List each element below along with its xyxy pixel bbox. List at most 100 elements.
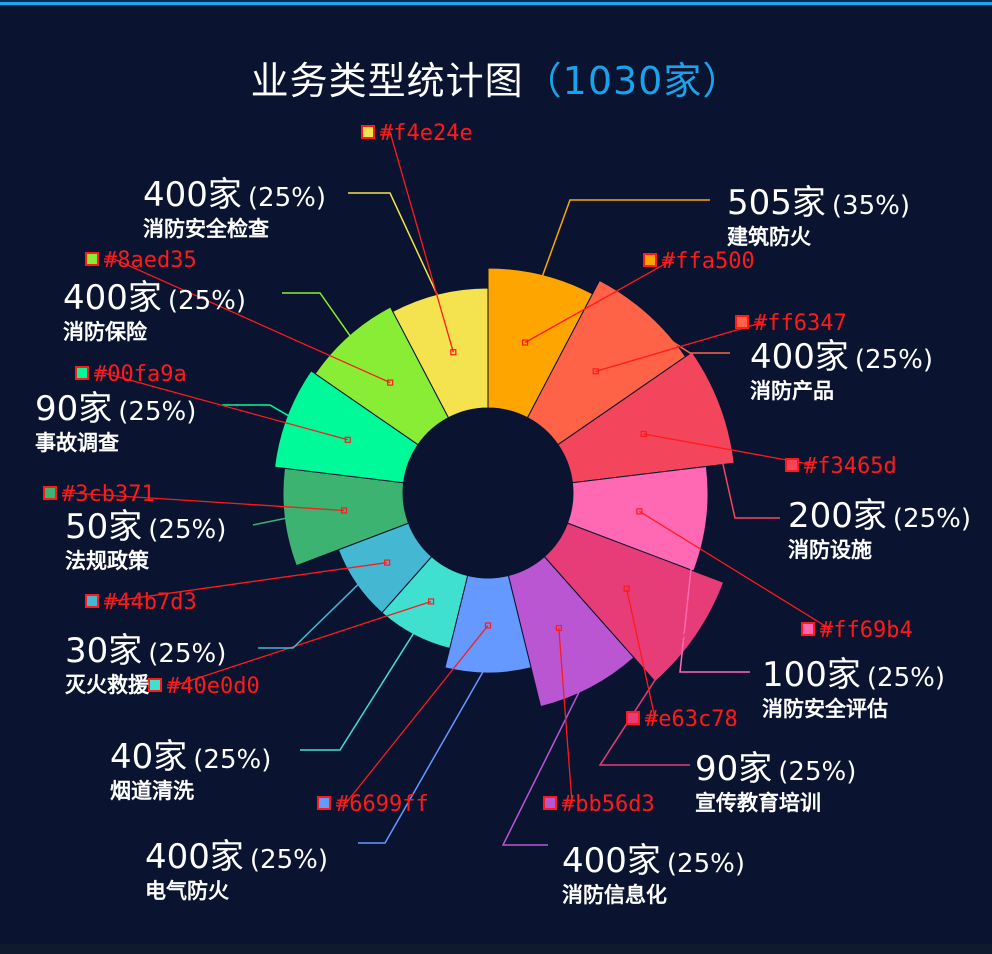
slice-percent-9: (25%) bbox=[148, 639, 226, 669]
annotation-dot-1 bbox=[521, 339, 529, 346]
slice-count-6: 400家 bbox=[562, 841, 661, 881]
leader-line-12 bbox=[282, 292, 356, 344]
annotation-line-2 bbox=[595, 321, 765, 372]
slice-percent-12: (25%) bbox=[168, 286, 246, 316]
leader-line-2 bbox=[640, 320, 730, 354]
annotation-line-9 bbox=[104, 561, 388, 602]
annotation-dot-4 bbox=[636, 508, 643, 515]
annotation-line-6 bbox=[558, 627, 573, 804]
color-swatch-12 bbox=[85, 252, 99, 266]
color-swatch-10 bbox=[43, 486, 57, 500]
slice-percent-13: (25%) bbox=[248, 183, 326, 213]
color-tag-11: #00fa9a bbox=[94, 362, 187, 387]
annotation-line-4 bbox=[639, 510, 833, 630]
slice-name-13: 消防安全检查 bbox=[143, 217, 269, 241]
annotation-dot-6 bbox=[555, 624, 562, 632]
color-swatch-2 bbox=[735, 315, 749, 329]
slice-value-label-3: 200家 (25%) bbox=[788, 496, 971, 536]
slice-value-label-9: 30家 (25%) bbox=[65, 631, 226, 671]
slice-name-3: 消防设施 bbox=[788, 538, 872, 562]
slice-percent-11: (25%) bbox=[118, 397, 196, 427]
color-swatch-9 bbox=[85, 594, 99, 608]
slice-value-label-11: 90家 (25%) bbox=[35, 389, 196, 429]
annotation-dot-9 bbox=[384, 559, 391, 566]
slice-value-label-4: 100家 (25%) bbox=[762, 655, 945, 695]
slice-percent-3: (25%) bbox=[893, 504, 971, 534]
color-tag-8: #40e0d0 bbox=[167, 674, 260, 699]
slice-name-2: 消防产品 bbox=[750, 379, 834, 403]
color-tag-12: #8aed35 bbox=[104, 248, 197, 273]
slice-value-label-2: 400家 (25%) bbox=[750, 337, 933, 377]
leader-line-10 bbox=[252, 515, 295, 526]
slice-count-1: 505家 bbox=[727, 183, 826, 223]
chart-title-total: （1030家） bbox=[523, 59, 742, 103]
slice-percent-4: (25%) bbox=[867, 663, 945, 693]
bottom-border bbox=[0, 944, 992, 954]
slice-count-11: 90家 bbox=[35, 389, 112, 429]
color-swatch-6 bbox=[543, 796, 557, 810]
annotation-dot-8 bbox=[427, 598, 435, 605]
color-swatch-8 bbox=[148, 678, 162, 692]
color-tag-2: #ff6347 bbox=[754, 311, 847, 336]
slice-percent-1: (35%) bbox=[832, 191, 910, 221]
color-swatch-7 bbox=[317, 796, 331, 810]
leader-line-1 bbox=[538, 199, 710, 285]
annotation-dot-3 bbox=[640, 430, 647, 438]
annotation-dot-10 bbox=[340, 507, 348, 514]
leader-line-6 bbox=[501, 678, 587, 846]
slice-value-label-8: 40家 (25%) bbox=[110, 737, 271, 777]
slice-count-5: 90家 bbox=[695, 749, 772, 789]
slice-count-4: 100家 bbox=[762, 655, 861, 695]
leader-line-13 bbox=[348, 192, 443, 304]
annotation-line-11 bbox=[94, 372, 348, 441]
slice-name-12: 消防保险 bbox=[63, 320, 148, 344]
slice-value-label-10: 50家 (25%) bbox=[65, 507, 226, 547]
leader-line-3 bbox=[709, 408, 780, 519]
slice-name-10: 法规政策 bbox=[65, 549, 150, 573]
annotation-dot-13 bbox=[450, 349, 457, 356]
annotation-line-8 bbox=[167, 600, 432, 686]
slice-count-8: 40家 bbox=[110, 737, 187, 777]
slice-count-12: 400家 bbox=[63, 278, 162, 318]
slice-count-2: 400家 bbox=[750, 337, 849, 377]
slice-count-3: 200家 bbox=[788, 496, 887, 536]
slice-name-1: 建筑防火 bbox=[727, 225, 811, 249]
top-accent-line bbox=[0, 2, 992, 5]
annotation-dot-12 bbox=[387, 379, 394, 386]
annotation-line-10 bbox=[62, 492, 345, 512]
color-swatch-5 bbox=[626, 711, 640, 725]
slice-value-label-13: 400家 (25%) bbox=[143, 175, 326, 215]
annotation-dot-2 bbox=[592, 368, 599, 375]
annotation-line-3 bbox=[643, 433, 815, 466]
slice-name-4: 消防安全评估 bbox=[762, 697, 888, 721]
color-tag-4: #ff69b4 bbox=[820, 618, 913, 643]
chart-title: 业务类型统计图（1030家） bbox=[0, 50, 992, 105]
color-tag-13: #f4e24e bbox=[380, 121, 473, 146]
color-swatch-1 bbox=[643, 253, 657, 267]
annotation-line-12 bbox=[104, 258, 391, 384]
color-tag-3: #f3465d bbox=[804, 454, 897, 479]
leader-line-4 bbox=[679, 518, 750, 673]
slice-count-7: 400家 bbox=[145, 837, 244, 877]
color-swatch-11 bbox=[75, 366, 89, 380]
annotation-line-5 bbox=[626, 588, 656, 719]
slice-value-label-1: 505家 (35%) bbox=[727, 183, 910, 223]
slice-percent-8: (25%) bbox=[193, 745, 271, 775]
chart-title-main: 业务类型统计图 bbox=[250, 59, 524, 103]
leader-line-9 bbox=[258, 577, 366, 649]
color-tag-5: #e63c78 bbox=[645, 707, 738, 732]
color-swatch-4 bbox=[801, 622, 815, 636]
leader-line-11 bbox=[222, 404, 297, 421]
color-tag-7: #6699ff bbox=[336, 792, 429, 817]
annotation-line-13 bbox=[380, 131, 454, 353]
slice-count-10: 50家 bbox=[65, 507, 142, 547]
color-tag-9: #44b7d3 bbox=[104, 590, 197, 615]
leader-line-5 bbox=[598, 630, 690, 766]
slice-name-5: 宣传教育培训 bbox=[695, 791, 821, 815]
color-tag-6: #bb56d3 bbox=[562, 792, 655, 817]
leader-line-7 bbox=[358, 662, 489, 844]
annotation-dot-11 bbox=[344, 436, 351, 443]
slice-name-6: 消防信息化 bbox=[562, 883, 667, 907]
